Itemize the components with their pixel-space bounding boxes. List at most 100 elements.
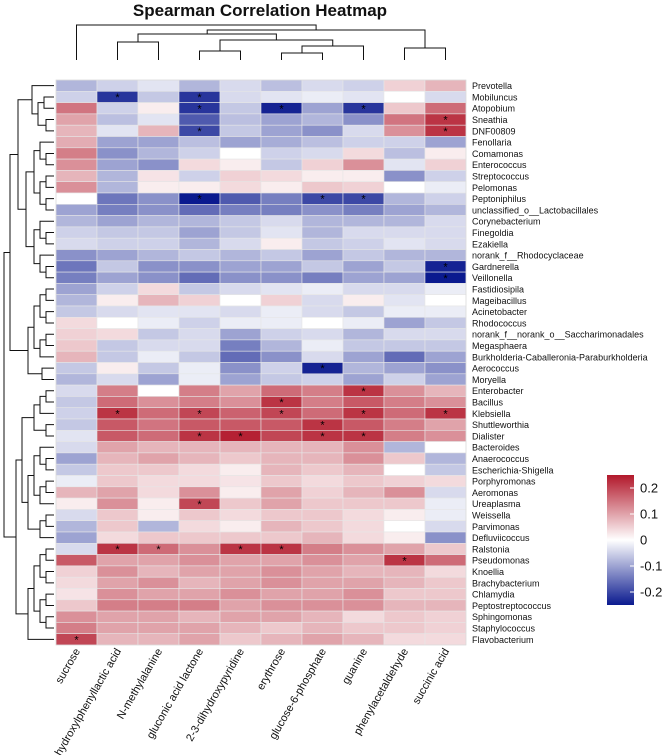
heatmap-cell [342,588,385,601]
heatmap-cell [55,622,98,635]
row-dendrogram-link [31,85,54,115]
heatmap-cell [301,316,344,329]
significance-star: * [361,103,366,115]
heatmap-cell [219,192,262,205]
heatmap-cell [301,350,344,363]
row-label: Sphingomonas [472,612,533,622]
heatmap-cell [96,486,139,499]
heatmap-cell [260,588,303,601]
heatmap-cell [383,79,426,92]
significance-star: * [443,408,448,420]
heatmap-cell [260,249,303,262]
heatmap-cell [260,509,303,521]
heatmap-cell [96,622,139,635]
row-label: Sneathia [472,115,508,125]
heatmap-cell [383,452,426,465]
heatmap-cell [342,622,385,635]
heatmap-cell [383,204,426,216]
significance-star: * [443,261,448,273]
row-dendrogram-link [39,339,54,358]
heatmap-cell [301,328,344,341]
row-label: Escherichia-Shigella [472,465,554,475]
heatmap-cell [178,283,221,295]
heatmap-cell [219,531,262,544]
heatmap-cell [383,531,426,544]
heatmap-cell [178,350,221,363]
heatmap-cell [137,362,180,375]
heatmap-cell [219,497,262,510]
heatmap-cell [55,181,98,194]
row-dendrogram-link [45,616,54,629]
heatmap-cell [424,192,467,205]
heatmap-cell [383,633,426,646]
heatmap-cell [260,463,303,476]
heatmap-cell [55,362,98,375]
heatmap-cell [342,271,385,284]
heatmap-cell [383,328,426,341]
row-label: Aerococcus [472,364,520,374]
heatmap-cell [383,373,426,386]
row-dendrogram-link [9,154,28,351]
row-dendrogram-link [37,102,46,126]
heatmap-cell [383,486,426,499]
heatmap-cell [96,283,139,295]
heatmap-cell [178,373,221,386]
heatmap-cell [55,531,98,544]
row-label: Flavobacterium [472,635,534,645]
colorbar-tick-label: -0.1 [640,559,662,574]
heatmap-cell [301,554,344,567]
heatmap-cell [260,565,303,578]
row-label: Comamonas [472,149,524,159]
heatmap-cell [301,599,344,612]
heatmap-cell [342,475,385,488]
heatmap-cell [260,271,303,284]
heatmap-cell [424,588,467,601]
significance-star: * [320,420,325,432]
heatmap-cell [260,599,303,612]
heatmap-cell [137,91,180,103]
heatmap-cell [342,633,385,646]
row-dendrogram-link [45,232,54,245]
heatmap-cell [96,124,139,137]
heatmap-cell [301,226,344,239]
heatmap-cell [260,226,303,239]
heatmap-cell [96,305,139,318]
heatmap-cell [137,565,180,578]
heatmap-cell [96,554,139,567]
heatmap-cell [55,418,98,431]
heatmap-cell [178,475,221,488]
heatmap-cell [342,531,385,544]
heatmap-cell [137,192,180,205]
column-label: sucrose [53,647,83,686]
significance-star: * [197,194,202,206]
column-label: N-methylalanine [115,647,165,722]
row-label: Aeromonas [472,488,519,498]
row-label: Ezakiella [472,239,508,249]
heatmap-cell [96,429,139,442]
heatmap-cell [96,452,139,465]
heatmap-cell [301,249,344,262]
heatmap-cell [383,520,426,533]
heatmap-cell [219,237,262,250]
row-label: Moryella [472,375,506,385]
heatmap-cell [137,509,180,521]
heatmap-cell [383,463,426,476]
heatmap-cell [96,204,139,216]
heatmap-cell [383,497,426,510]
heatmap-cell [301,576,344,589]
heatmap-cell [178,463,221,476]
row-dendrogram-link [3,252,16,538]
heatmap-cell [424,429,467,442]
heatmap-cell [260,91,303,103]
heatmap-cell [383,215,426,228]
heatmap-cell [424,418,467,431]
row-dendrogram-link [27,588,54,640]
heatmap-cell [178,576,221,589]
heatmap-cell [96,294,139,307]
heatmap-cell [96,79,139,92]
row-label: Pelomonas [472,183,518,193]
row-dendrogram-link [45,548,54,561]
heatmap-cell [137,316,180,329]
heatmap-cell [178,271,221,284]
row-label: Pseudomonas [472,556,530,566]
